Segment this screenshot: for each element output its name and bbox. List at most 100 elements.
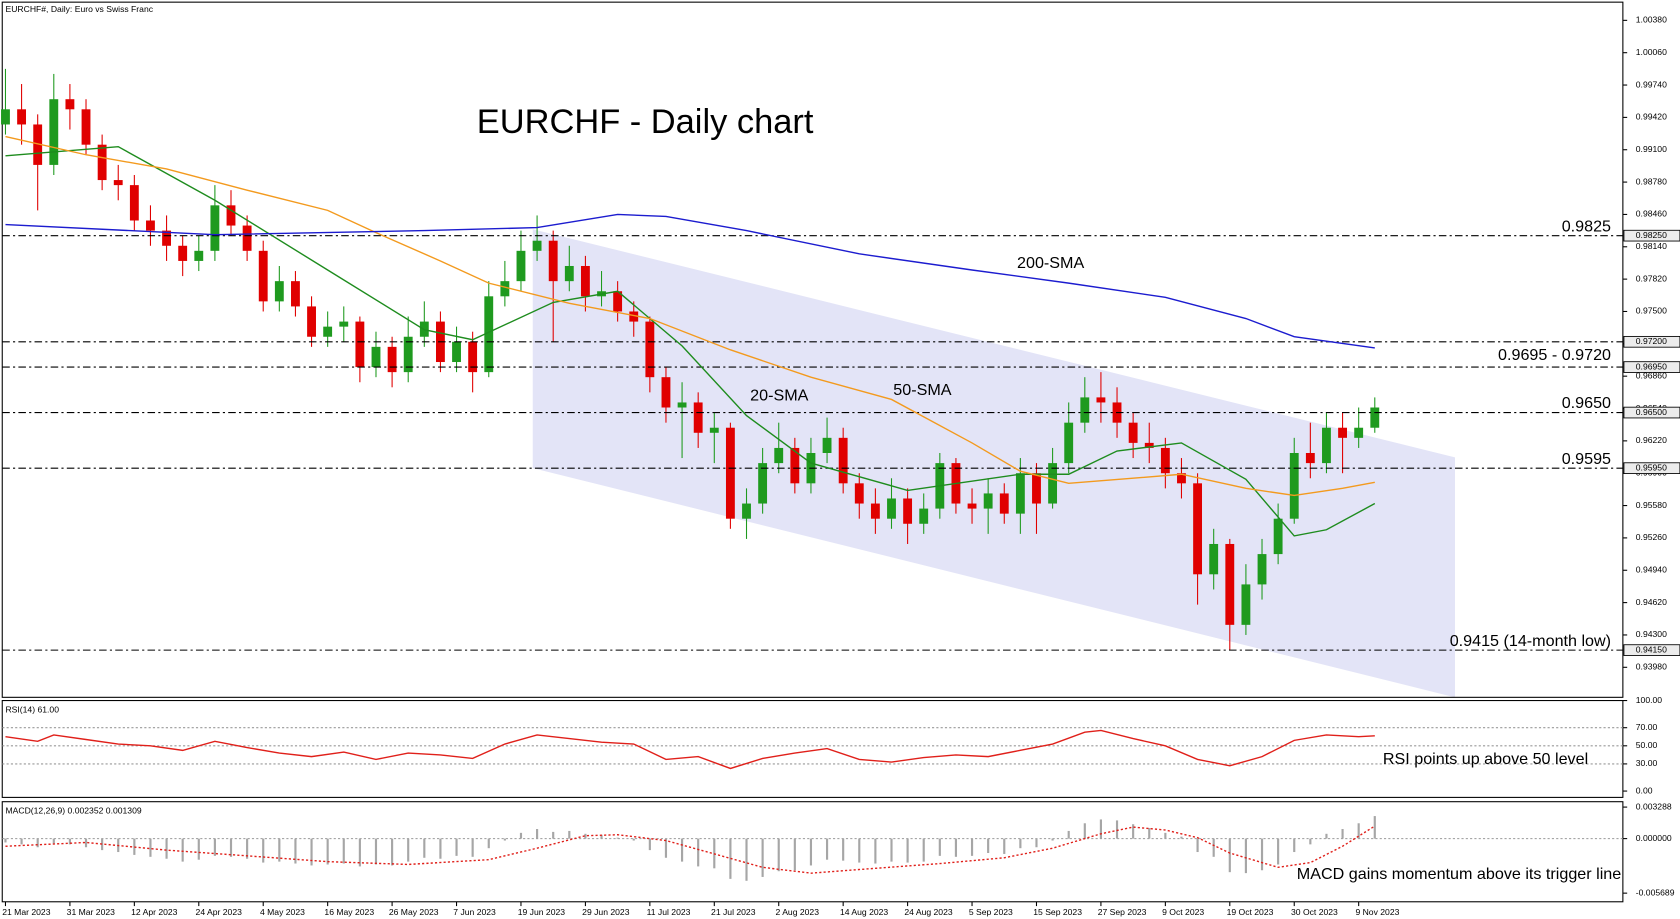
macd-bar — [954, 838, 958, 857]
panel-title: RSI(14) 61.00 — [5, 704, 59, 714]
candle-body — [1322, 427, 1331, 464]
level-note: 0.9415 (14-month low) — [1450, 632, 1611, 650]
y-tick-label: 0.003288 — [1636, 801, 1672, 811]
candle-body — [532, 240, 542, 251]
macd-bar — [1293, 838, 1296, 853]
candle-body — [677, 402, 687, 408]
macd-bar — [503, 838, 506, 841]
macd-bar — [342, 838, 345, 864]
candle-body — [999, 493, 1009, 514]
candle-body — [33, 124, 43, 165]
x-tick-label: 30 Oct 2023 — [1291, 907, 1338, 917]
macd-bar — [680, 838, 684, 862]
macd-bar — [536, 829, 539, 839]
macd-bar — [1180, 836, 1183, 839]
macd-bar — [987, 838, 990, 853]
candle-body — [693, 402, 703, 433]
macd-bar — [793, 838, 796, 871]
candle-body — [323, 326, 333, 337]
candle-body — [854, 483, 864, 504]
x-tick-label: 21 Mar 2023 — [2, 907, 50, 917]
y-tick-label: 0.95260 — [1636, 532, 1667, 542]
candle-body — [1289, 452, 1299, 519]
candle-body — [967, 503, 977, 509]
x-tick-label: 7 Jun 2023 — [453, 907, 496, 917]
x-tick-label: 21 Jul 2023 — [711, 907, 756, 917]
candle-body — [725, 427, 735, 519]
macd-bar — [1035, 838, 1038, 848]
candle-body — [1177, 473, 1186, 484]
y-tick-label: 1.00380 — [1636, 15, 1667, 25]
level-axis-label: 0.96950 — [1636, 361, 1667, 371]
candle-body — [129, 185, 139, 221]
candle-body — [146, 220, 155, 231]
candle-body — [1225, 543, 1235, 625]
macd-bar — [229, 838, 233, 857]
candle-body — [1015, 473, 1025, 514]
level-note: 0.9825 — [1562, 217, 1611, 235]
candle-body — [983, 493, 993, 509]
x-tick-label: 2 Aug 2023 — [776, 907, 820, 917]
indicator-line — [5, 729, 1375, 770]
macd-bar — [165, 838, 168, 859]
macd-bar — [761, 838, 764, 877]
candle-body — [1096, 397, 1106, 403]
candle-body — [17, 109, 27, 125]
candle-body — [226, 205, 236, 226]
x-tick-label: 9 Nov 2023 — [1355, 907, 1399, 917]
candle-body — [403, 336, 413, 373]
y-tick-label: 0.98780 — [1636, 176, 1667, 186]
macd-bar — [1228, 838, 1231, 873]
candle-body — [468, 341, 478, 373]
macd-bar — [809, 838, 813, 866]
macd-bar — [423, 838, 426, 858]
macd-bar — [1148, 828, 1151, 839]
macd-bar — [1067, 830, 1070, 839]
candle-body — [1273, 518, 1283, 555]
panel-frame — [1, 1, 1624, 698]
annotation: RSI points up above 50 level — [1383, 750, 1588, 768]
candle-body — [903, 498, 913, 524]
candle-body — [274, 281, 284, 302]
macd-bar — [213, 838, 216, 856]
candle-body — [645, 321, 655, 378]
x-tick-label: 24 Aug 2023 — [904, 907, 952, 917]
candle-body — [870, 503, 880, 519]
macd-bar — [938, 838, 941, 856]
level-note: 0.9695 - 0.9720 — [1498, 346, 1611, 364]
macd-bar — [906, 838, 909, 863]
macd-bar — [697, 838, 700, 867]
macd-bar — [1019, 838, 1022, 849]
level-axis-label: 0.94150 — [1636, 644, 1667, 654]
macd-bar — [648, 838, 651, 851]
x-tick-label: 5 Sep 2023 — [969, 907, 1013, 917]
macd-bar — [1341, 829, 1344, 839]
macd-bar — [874, 838, 877, 864]
x-tick-label: 27 Sep 2023 — [1098, 907, 1147, 917]
candle-body — [516, 250, 526, 282]
y-tick-label: 0.000000 — [1636, 833, 1672, 843]
macd-bar — [552, 831, 555, 839]
candle-body — [580, 265, 590, 297]
macd-bar — [1051, 838, 1054, 841]
macd-bar — [358, 838, 361, 867]
candle-body — [1354, 427, 1364, 438]
candle-body — [1160, 447, 1170, 474]
y-tick-label: 0.95580 — [1636, 500, 1667, 510]
candle-body — [1128, 422, 1138, 443]
level-axis-label: 0.97200 — [1636, 336, 1667, 346]
annotation: MACD gains momentum above its trigger li… — [1297, 865, 1621, 883]
y-tick-label: 0.94300 — [1636, 629, 1667, 639]
macd-bar — [1357, 823, 1360, 839]
panel-frame — [1, 801, 1624, 903]
indicator-line — [5, 145, 1376, 537]
candle-body — [838, 437, 848, 484]
candle-body — [887, 498, 896, 519]
chart-header: EURCHF#, Daily: Euro vs Swiss Franc — [5, 4, 153, 14]
macd-bar — [407, 838, 410, 862]
macd-bar — [1212, 838, 1215, 857]
candle-body — [113, 180, 123, 186]
level-note: 0.9650 — [1562, 394, 1611, 412]
macd-bar — [970, 838, 974, 856]
